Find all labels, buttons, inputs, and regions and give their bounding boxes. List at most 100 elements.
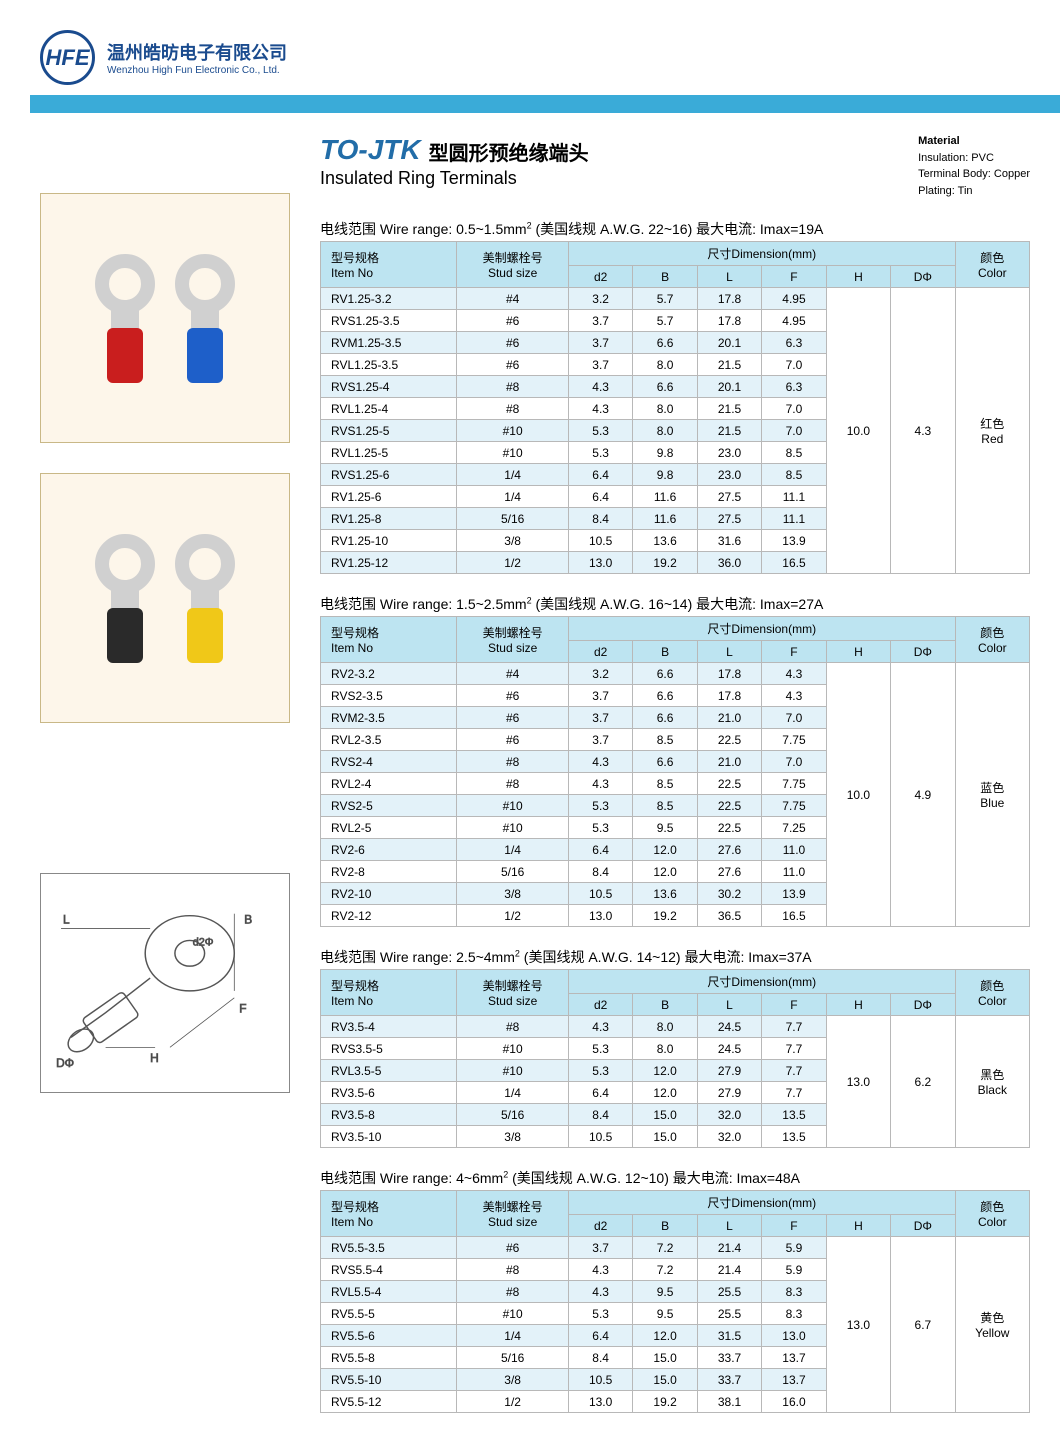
cell-item: RV2-8 xyxy=(321,861,457,883)
cell-F: 7.25 xyxy=(762,817,826,839)
cell-stud: #8 xyxy=(457,751,569,773)
cell-B: 8.5 xyxy=(633,729,697,751)
cell-L: 20.1 xyxy=(697,332,761,354)
cell-stud: #8 xyxy=(457,398,569,420)
cell-d2: 6.4 xyxy=(568,486,632,508)
hdr-F: F xyxy=(762,994,826,1016)
cell-L: 25.5 xyxy=(697,1281,761,1303)
hdr-color: 颜色Color xyxy=(955,1191,1029,1237)
cell-F: 16.0 xyxy=(762,1391,826,1413)
cell-B: 15.0 xyxy=(633,1104,697,1126)
cell-item: RVL2-5 xyxy=(321,817,457,839)
header-bar: HFE 温州皓昉电子有限公司 Wenzhou High Fun Electron… xyxy=(0,0,1060,95)
cell-F: 13.9 xyxy=(762,883,826,905)
cell-L: 32.0 xyxy=(697,1104,761,1126)
spec-table-2: 型号规格Item No 美制螺栓号Stud size 尺寸Dimension(m… xyxy=(320,969,1030,1148)
hdr-color: 颜色Color xyxy=(955,242,1029,288)
cell-d2: 3.7 xyxy=(568,310,632,332)
cell-L: 25.5 xyxy=(697,1303,761,1325)
hdr-H: H xyxy=(826,1215,890,1237)
cell-item: RVL1.25-3.5 xyxy=(321,354,457,376)
spec-table-0: 型号规格Item No 美制螺栓号Stud size 尺寸Dimension(m… xyxy=(320,241,1030,574)
cell-item: RVL3.5-5 xyxy=(321,1060,457,1082)
cell-L: 27.5 xyxy=(697,486,761,508)
cell-B: 9.8 xyxy=(633,442,697,464)
cell-L: 32.0 xyxy=(697,1126,761,1148)
cell-stud: #4 xyxy=(457,288,569,310)
cell-F: 8.5 xyxy=(762,464,826,486)
material-title: Material xyxy=(918,133,1030,150)
cell-B: 9.5 xyxy=(633,1281,697,1303)
cell-F: 4.3 xyxy=(762,685,826,707)
cell-L: 21.0 xyxy=(697,707,761,729)
table-row: RV3.5-4 #8 4.3 8.0 24.5 7.7 13.06.2黑色Bla… xyxy=(321,1016,1030,1038)
cell-B: 12.0 xyxy=(633,1325,697,1347)
hdr-item: 型号规格Item No xyxy=(321,1191,457,1237)
hdr-F: F xyxy=(762,1215,826,1237)
cell-L: 17.8 xyxy=(697,685,761,707)
hdr-H: H xyxy=(826,266,890,288)
cell-item: RVS1.25-3.5 xyxy=(321,310,457,332)
cell-item: RV5.5-10 xyxy=(321,1369,457,1391)
cell-Dphi: 6.7 xyxy=(891,1237,955,1413)
cell-F: 7.75 xyxy=(762,773,826,795)
cell-stud: 1/4 xyxy=(457,1325,569,1347)
cell-L: 17.8 xyxy=(697,288,761,310)
material-line: Insulation: PVC xyxy=(918,150,1030,167)
cell-L: 27.9 xyxy=(697,1060,761,1082)
cell-B: 9.5 xyxy=(633,817,697,839)
cell-B: 6.6 xyxy=(633,332,697,354)
material-block: Material Insulation: PVC Terminal Body: … xyxy=(918,133,1030,199)
cell-stud: #8 xyxy=(457,1259,569,1281)
cell-d2: 13.0 xyxy=(568,552,632,574)
cell-stud: #10 xyxy=(457,795,569,817)
cell-color: 红色Red xyxy=(955,288,1029,574)
hdr-item: 型号规格Item No xyxy=(321,617,457,663)
cell-L: 22.5 xyxy=(697,817,761,839)
cell-L: 21.4 xyxy=(697,1259,761,1281)
cell-B: 11.6 xyxy=(633,486,697,508)
cell-L: 36.0 xyxy=(697,552,761,574)
cell-L: 38.1 xyxy=(697,1391,761,1413)
cell-item: RVS1.25-6 xyxy=(321,464,457,486)
cell-color: 黑色Black xyxy=(955,1016,1029,1148)
hdr-L: L xyxy=(697,994,761,1016)
cell-B: 7.2 xyxy=(633,1259,697,1281)
cell-stud: 5/16 xyxy=(457,1104,569,1126)
cell-d2: 4.3 xyxy=(568,1016,632,1038)
cell-d2: 3.7 xyxy=(568,354,632,376)
cell-d2: 3.2 xyxy=(568,663,632,685)
cell-stud: 1/4 xyxy=(457,486,569,508)
cell-stud: #10 xyxy=(457,1303,569,1325)
cell-L: 21.4 xyxy=(697,1237,761,1259)
cell-B: 8.0 xyxy=(633,420,697,442)
cell-stud: #6 xyxy=(457,332,569,354)
svg-text:L: L xyxy=(63,913,70,927)
cell-B: 15.0 xyxy=(633,1347,697,1369)
cell-d2: 3.2 xyxy=(568,288,632,310)
cell-item: RV1.25-3.2 xyxy=(321,288,457,310)
left-column: B L d2Φ F H DΦ xyxy=(40,133,290,1413)
hdr-stud: 美制螺栓号Stud size xyxy=(457,970,569,1016)
cell-item: RVS2-4 xyxy=(321,751,457,773)
cell-stud: 1/4 xyxy=(457,1082,569,1104)
cell-F: 11.0 xyxy=(762,839,826,861)
cell-B: 5.7 xyxy=(633,310,697,332)
cell-d2: 10.5 xyxy=(568,1126,632,1148)
cell-L: 17.8 xyxy=(697,310,761,332)
cell-item: RV5.5-3.5 xyxy=(321,1237,457,1259)
cell-L: 20.1 xyxy=(697,376,761,398)
cell-F: 7.75 xyxy=(762,729,826,751)
cell-L: 22.5 xyxy=(697,773,761,795)
cell-B: 13.6 xyxy=(633,883,697,905)
cell-item: RV2-12 xyxy=(321,905,457,927)
table-row: RV2-3.2 #4 3.2 6.6 17.8 4.3 10.04.9蓝色Blu… xyxy=(321,663,1030,685)
cell-d2: 3.7 xyxy=(568,332,632,354)
cell-stud: 1/2 xyxy=(457,1391,569,1413)
cell-d2: 4.3 xyxy=(568,1281,632,1303)
cell-B: 6.6 xyxy=(633,685,697,707)
hdr-L: L xyxy=(697,641,761,663)
wire-range-2: 电线范围 Wire range: 2.5~4mm2 (美国线规 A.W.G. 1… xyxy=(320,947,1030,967)
cell-stud: #6 xyxy=(457,1237,569,1259)
cell-F: 13.0 xyxy=(762,1325,826,1347)
